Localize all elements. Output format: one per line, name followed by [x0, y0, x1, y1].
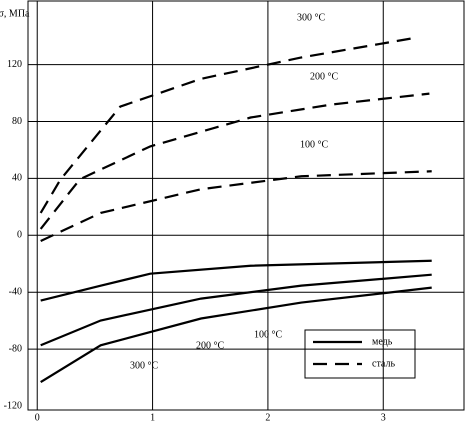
legend-box: [304, 329, 416, 379]
series-label: 200 °C: [196, 340, 224, 351]
y-axis-label: σ, МПа: [0, 8, 30, 19]
series-line: [39, 92, 430, 230]
x-tick-label: 0: [35, 412, 40, 423]
y-tick-label: -40: [9, 286, 22, 297]
series-label: 100 °C: [254, 329, 282, 340]
y-tick-label: 40: [12, 173, 22, 184]
series-label: 200 °C: [310, 71, 338, 82]
series-line: [40, 273, 432, 347]
series-label: 300 °C: [130, 360, 158, 371]
series-line: [40, 170, 432, 242]
y-tick-label: -120: [4, 400, 22, 411]
legend-label: медь: [372, 336, 393, 347]
series-line: [40, 259, 432, 302]
y-tick-label: -80: [9, 343, 22, 354]
x-tick-label: 3: [381, 412, 386, 423]
plot-frame: [27, 0, 465, 411]
y-tick-label: 120: [7, 59, 22, 70]
x-tick-label: 2: [265, 412, 270, 423]
series-line: [39, 36, 417, 214]
y-tick-label: 80: [12, 116, 22, 127]
series-line: [40, 286, 432, 384]
x-tick-label: 1: [150, 412, 155, 423]
series-label: 100 °C: [300, 139, 328, 150]
legend-label: сталь: [372, 358, 395, 369]
series-label: 300 °C: [297, 12, 325, 23]
y-tick-label: 0: [17, 230, 22, 241]
